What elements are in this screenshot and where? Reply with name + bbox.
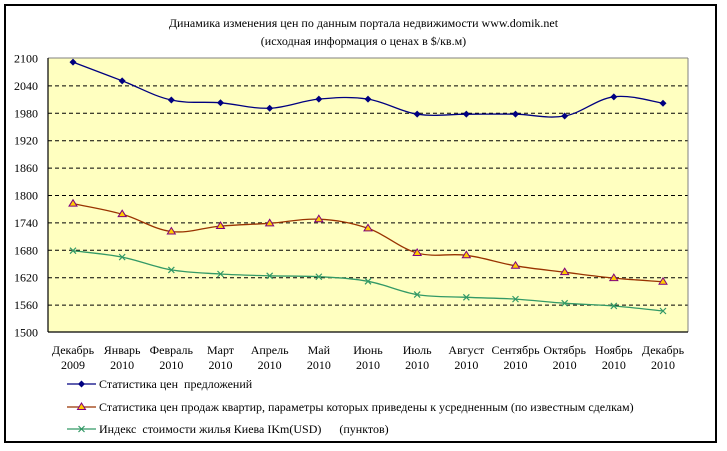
x-tick-label-month: Июнь [353, 343, 383, 357]
x-tick-label-month: Май [308, 343, 331, 357]
legend-label: Статистика цен предложений [99, 377, 253, 391]
data-point-triangle [166, 226, 177, 235]
data-point-star [512, 295, 519, 303]
x-tick-label-month: Апрель [251, 343, 289, 357]
data-point-diamond [266, 104, 274, 112]
data-point-diamond [364, 95, 372, 103]
data-point-diamond [512, 110, 519, 118]
y-tick-label: 1620 [14, 271, 38, 285]
data-point-triangle [412, 248, 423, 256]
x-tick-label-year: 2010 [602, 358, 626, 372]
data-point-triangle [658, 276, 668, 285]
data-point-star [167, 266, 175, 274]
data-point-diamond [610, 93, 618, 101]
y-tick-label: 1860 [14, 161, 38, 175]
x-tick-label-month: Ноябрь [595, 343, 633, 357]
data-point-star [659, 307, 667, 315]
legend-marker-triangle-icon [67, 402, 96, 410]
x-tick-label-month: Декабрь [52, 343, 95, 357]
y-tick-label: 2040 [14, 79, 38, 93]
x-tick-label-month: Декабрь [642, 343, 685, 357]
y-tick-label: 1740 [14, 216, 38, 230]
y-tick-label: 1680 [14, 243, 38, 257]
data-point-diamond [462, 110, 470, 118]
data-point-diamond [118, 77, 126, 85]
x-tick-label-month: Январь [104, 343, 141, 357]
chart-title: Динамика изменения цен по данным портала… [168, 16, 559, 30]
x-tick-label-month: Февраль [150, 343, 194, 357]
data-point-triangle [313, 214, 324, 223]
data-point-diamond [167, 96, 175, 104]
data-point-star [69, 247, 77, 255]
data-point-triangle [363, 223, 373, 232]
legend-marker-diamond-icon [67, 380, 96, 388]
data-point-diamond [315, 95, 323, 103]
data-point-triangle [264, 218, 275, 227]
data-point-star [118, 253, 126, 261]
x-tick-label-month: Август [448, 343, 485, 357]
x-tick-label-year: 2010 [405, 358, 429, 372]
data-point-triangle [117, 209, 128, 218]
data-point-triangle [215, 221, 226, 230]
legend-label: Статистика цен продаж квартир, параметры… [99, 400, 634, 414]
data-point-diamond [413, 110, 421, 118]
x-tick-label-year: 2010 [356, 358, 380, 372]
y-tick-label: 1500 [14, 326, 38, 340]
data-point-diamond [69, 58, 77, 66]
data-point-triangle [461, 250, 472, 259]
x-tick-label-year: 2010 [209, 358, 233, 372]
data-point-triangle [559, 267, 570, 276]
x-tick-label-year: 2010 [454, 358, 478, 372]
data-point-star [266, 272, 274, 280]
x-tick-label-year: 2010 [159, 358, 183, 372]
data-point-star [315, 273, 323, 281]
y-tick-label: 1980 [14, 106, 38, 120]
data-point-diamond [561, 112, 569, 120]
x-tick-label-year: 2010 [110, 358, 134, 372]
data-point-star [364, 277, 372, 285]
x-tick-label-year: 2010 [651, 358, 675, 372]
x-tick-label-month: Октябрь [543, 343, 586, 357]
data-point-triangle [608, 273, 619, 282]
y-tick-label: 2100 [14, 52, 38, 66]
data-point-star [610, 302, 618, 310]
data-point-star [217, 270, 224, 278]
data-point-diamond [217, 99, 224, 107]
y-tick-label: 1560 [14, 298, 38, 312]
x-tick-label-month: Июль [403, 343, 432, 357]
y-tick-label: 1920 [14, 134, 38, 148]
x-tick-label-year: 2010 [258, 358, 282, 372]
data-point-triangle [510, 260, 521, 269]
data-point-star [413, 291, 421, 298]
y-tick-label: 1800 [14, 189, 38, 203]
chart-subtitle: (исходная информация о ценах в $/кв.м) [260, 34, 467, 48]
legend-marker-star-icon [67, 425, 96, 433]
x-tick-label-year: 2010 [553, 358, 577, 372]
x-tick-label-month: Сентябрь [491, 343, 540, 357]
legend-label: Индекс стоимости жилья Киева IKm(USD) (п… [99, 422, 389, 436]
data-point-star [561, 299, 569, 307]
data-point-star [462, 293, 470, 301]
x-tick-label-year: 2010 [307, 358, 331, 372]
x-tick-label-year: 2010 [504, 358, 528, 372]
data-point-triangle [68, 198, 78, 207]
x-tick-label-year: 2009 [61, 358, 85, 372]
x-tick-label-month: Март [207, 343, 235, 357]
data-point-diamond [659, 99, 667, 107]
